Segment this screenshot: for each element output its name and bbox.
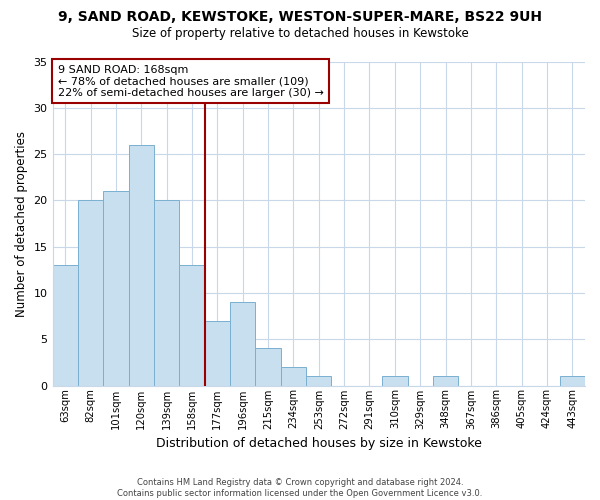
Y-axis label: Number of detached properties: Number of detached properties bbox=[15, 130, 28, 316]
Text: Size of property relative to detached houses in Kewstoke: Size of property relative to detached ho… bbox=[131, 28, 469, 40]
Text: Contains HM Land Registry data © Crown copyright and database right 2024.
Contai: Contains HM Land Registry data © Crown c… bbox=[118, 478, 482, 498]
Bar bbox=[560, 376, 585, 386]
Text: 9, SAND ROAD, KEWSTOKE, WESTON-SUPER-MARE, BS22 9UH: 9, SAND ROAD, KEWSTOKE, WESTON-SUPER-MAR… bbox=[58, 10, 542, 24]
Bar bbox=[103, 191, 128, 386]
Bar bbox=[306, 376, 331, 386]
X-axis label: Distribution of detached houses by size in Kewstoke: Distribution of detached houses by size … bbox=[156, 437, 482, 450]
Bar bbox=[382, 376, 407, 386]
Bar bbox=[179, 265, 205, 386]
Bar bbox=[256, 348, 281, 386]
Bar bbox=[128, 145, 154, 386]
Bar bbox=[53, 265, 78, 386]
Text: 9 SAND ROAD: 168sqm
← 78% of detached houses are smaller (109)
22% of semi-detac: 9 SAND ROAD: 168sqm ← 78% of detached ho… bbox=[58, 64, 324, 98]
Bar bbox=[281, 367, 306, 386]
Bar bbox=[205, 320, 230, 386]
Bar bbox=[433, 376, 458, 386]
Bar bbox=[78, 200, 103, 386]
Bar bbox=[154, 200, 179, 386]
Bar bbox=[230, 302, 256, 386]
